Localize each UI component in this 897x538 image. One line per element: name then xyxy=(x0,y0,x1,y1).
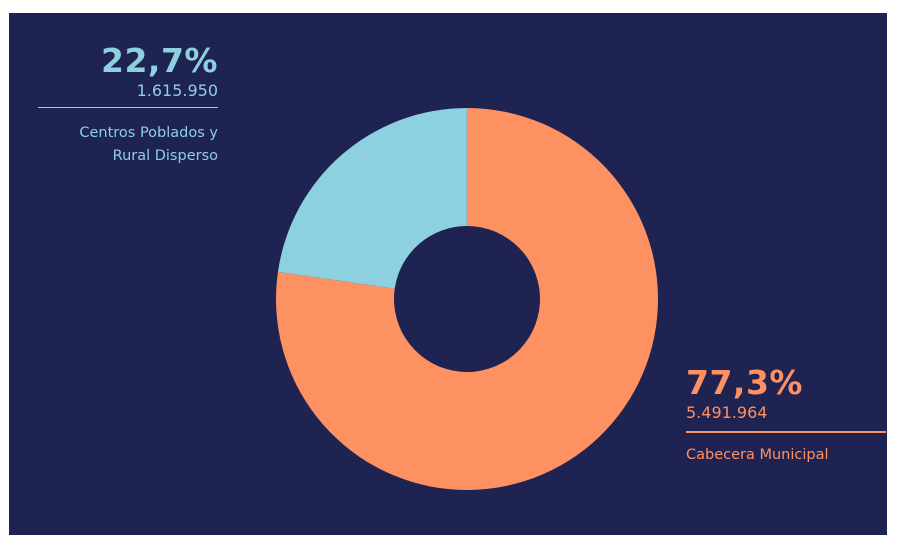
rural-percent: 22,7% xyxy=(101,41,218,80)
rural-divider xyxy=(38,107,218,108)
cabecera-divider xyxy=(686,431,886,433)
slice-cabecera xyxy=(276,108,659,491)
slice-rural xyxy=(277,108,467,289)
donut-chart xyxy=(276,108,659,491)
rural-name-line-1: Centros Poblados y xyxy=(79,125,218,141)
cabecera-count: 5.491.964 xyxy=(686,403,768,422)
chart-panel: 22,7% 1.615.950 Centros Poblados y Rural… xyxy=(9,13,887,535)
cabecera-name: Cabecera Municipal xyxy=(686,447,829,463)
cabecera-percent: 77,3% xyxy=(686,363,803,402)
slice-label-cabecera: 77,3% 5.491.964 Cabecera Municipal xyxy=(686,365,886,465)
slice-label-rural: 22,7% 1.615.950 Centros Poblados y Rural… xyxy=(38,43,218,168)
rural-count: 1.615.950 xyxy=(136,81,218,100)
rural-name-line-2: Rural Disperso xyxy=(112,148,218,164)
